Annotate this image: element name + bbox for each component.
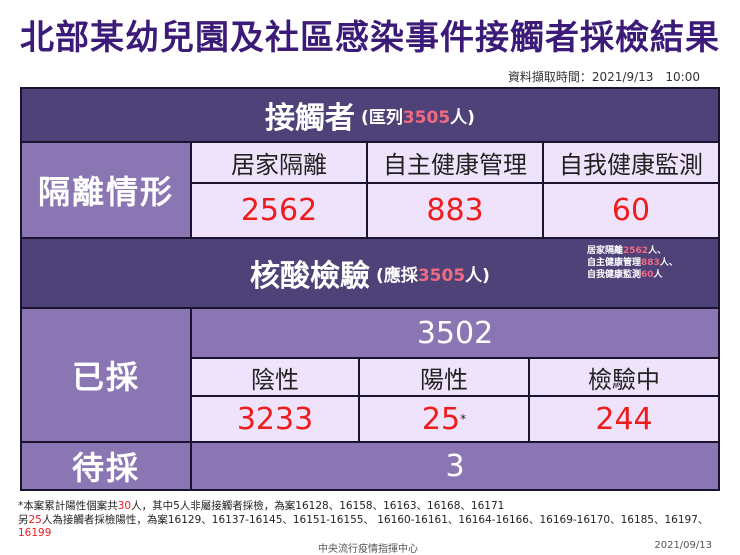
page-title: 北部某幼兒園及社區感染事件接觸者採檢結果 bbox=[20, 18, 720, 58]
value-positive: 25 bbox=[421, 401, 461, 437]
footnote-line-2: 另25人為接觸者採檢陽性，為案16129、16137-16145、16151-1… bbox=[18, 514, 738, 528]
isolation-row-label: 隔離情形 bbox=[22, 141, 190, 237]
value-negative: 3233 bbox=[190, 395, 358, 441]
footnote-contact-positive: 25 bbox=[28, 513, 42, 526]
contacts-heading: 接觸者 bbox=[265, 101, 356, 136]
value-testing: 244 bbox=[528, 395, 718, 441]
value-self-health-monitoring: 60 bbox=[542, 182, 718, 237]
footnote-text: 另 bbox=[18, 513, 29, 526]
col-negative: 陰性 bbox=[190, 357, 358, 395]
pending-value: 3 bbox=[190, 441, 718, 489]
contacts-total-count: 3505 bbox=[402, 107, 451, 128]
pcr-total-count: 3505 bbox=[417, 265, 466, 286]
pending-row-label: 待採 bbox=[22, 441, 190, 489]
contacts-paren: (匡列3505人) bbox=[361, 103, 475, 128]
note-line: 自主健康管理883人、 bbox=[587, 257, 678, 269]
value-home-isolation: 2562 bbox=[190, 182, 366, 237]
note-label: 自我健康監測 bbox=[587, 270, 642, 280]
contacts-header: 接觸者 (匡列3505人) bbox=[22, 89, 718, 141]
col-positive: 陽性 bbox=[358, 357, 528, 395]
data-timestamp: 資料擷取時間：2021/9/13 10:00 bbox=[507, 70, 700, 84]
pcr-paren-suffix: 人) bbox=[465, 265, 490, 286]
pcr-header: 核酸檢驗 (應採3505人) 居家隔離2562人、 自主健康管理883人、 自我… bbox=[22, 237, 718, 307]
footer-date: 2021/09/13 bbox=[654, 540, 712, 551]
col-testing: 檢驗中 bbox=[528, 357, 718, 395]
note-line: 自我健康監測60人 bbox=[587, 269, 678, 281]
col-self-health-management: 自主健康管理 bbox=[366, 141, 542, 182]
note-suffix: 人、 bbox=[659, 258, 678, 268]
note-count: 60 bbox=[641, 270, 654, 280]
footnote-text: 人，其中5人非屬接觸者採檢，為案16128、16158、16163、16168、… bbox=[131, 500, 505, 512]
footnote-text: *本案累計陽性個案共 bbox=[18, 500, 118, 512]
footer-organization: 中央流行疫情指揮中心 bbox=[318, 544, 418, 555]
note-label: 自主健康管理 bbox=[587, 258, 642, 268]
contacts-paren-suffix: 人) bbox=[450, 107, 475, 128]
positive-footnote-mark: * bbox=[460, 412, 467, 426]
footnote: *本案累計陽性個案共30人，其中5人非屬接觸者採檢，為案16128、16158、… bbox=[18, 500, 738, 541]
value-self-health-management: 883 bbox=[366, 182, 542, 237]
sampled-total: 3502 bbox=[190, 307, 718, 357]
col-self-health-monitoring: 自我健康監測 bbox=[542, 141, 718, 182]
note-label: 居家隔離 bbox=[587, 246, 624, 256]
pcr-paren: (應採3505人) bbox=[376, 261, 490, 286]
note-suffix: 人、 bbox=[648, 246, 667, 256]
note-line: 居家隔離2562人、 bbox=[587, 245, 678, 257]
pcr-breakdown-note: 居家隔離2562人、 自主健康管理883人、 自我健康監測60人 bbox=[587, 245, 678, 281]
footnote-total-positive: 30 bbox=[117, 500, 132, 512]
pcr-paren-prefix: (應採 bbox=[376, 265, 418, 286]
footnote-text: 人為接觸者採檢陽性，為案16129、16137-16145、16151-1615… bbox=[41, 513, 709, 526]
note-count: 883 bbox=[641, 258, 660, 268]
note-suffix: 人 bbox=[653, 270, 663, 280]
sampled-row-label: 已採 bbox=[22, 307, 190, 441]
col-home-isolation: 居家隔離 bbox=[190, 141, 366, 182]
contacts-paren-prefix: (匡列 bbox=[361, 107, 403, 128]
pcr-heading: 核酸檢驗 bbox=[250, 259, 371, 294]
value-positive-cell: 25 * bbox=[358, 395, 528, 441]
footnote-line-3: 16199 bbox=[18, 527, 52, 539]
note-count: 2562 bbox=[623, 246, 649, 256]
results-table: 接觸者 (匡列3505人) 隔離情形 居家隔離 自主健康管理 自我健康監測 25… bbox=[20, 87, 720, 491]
footnote-line-1: *本案累計陽性個案共30人，其中5人非屬接觸者採檢，為案16128、16158、… bbox=[18, 500, 738, 514]
